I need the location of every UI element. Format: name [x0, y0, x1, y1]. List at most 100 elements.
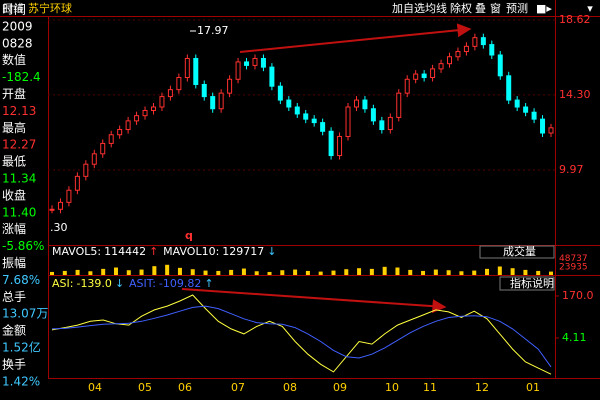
- candle: [277, 85, 283, 101]
- button[interactable]: [499, 276, 555, 291]
- candle: [463, 45, 469, 53]
- info-item: 最低: [2, 155, 26, 169]
- volume-bar: [344, 269, 349, 275]
- volume-bar: [165, 264, 170, 275]
- volume-bar: [190, 269, 195, 275]
- y-tick-label: 14.30: [559, 88, 591, 101]
- candle: [134, 115, 140, 122]
- volume-bar: [331, 270, 336, 275]
- volume-bar: [88, 271, 93, 275]
- candle: [489, 44, 495, 56]
- indicator-arrow: ↓: [267, 245, 276, 258]
- toolbar-button[interactable]: 预测: [506, 2, 528, 15]
- candle: [497, 54, 503, 77]
- indicator-help[interactable]: 指标说明: [510, 276, 554, 290]
- info-item: 最高: [2, 120, 26, 135]
- toolbar-button[interactable]: 除权: [450, 1, 472, 15]
- candle: [370, 108, 376, 122]
- toolbar-button[interactable]: 窗: [490, 1, 501, 15]
- info-item: 13.07万: [2, 307, 48, 321]
- candle: [294, 106, 300, 115]
- candle: [235, 61, 241, 80]
- info-item: 11.40: [2, 205, 36, 219]
- indicator-name: MAVOL10:: [163, 245, 219, 258]
- candle: [514, 99, 520, 108]
- volume-bar: [126, 270, 131, 275]
- indicator-arrow: ↑: [149, 245, 158, 258]
- toolbar-button[interactable]: 加自选: [392, 2, 425, 15]
- candle: [286, 99, 292, 108]
- volume-bar: [523, 269, 528, 275]
- candle: [480, 37, 486, 46]
- volume-bar: [472, 270, 477, 275]
- candle: [413, 73, 419, 80]
- candle: [49, 208, 55, 211]
- volume-bar: [357, 268, 362, 275]
- toolbar-button[interactable]: 叠: [475, 2, 486, 15]
- series-arrow: ↓: [115, 277, 124, 290]
- x-tick-label: 05: [138, 381, 152, 394]
- x-tick-label: 08: [283, 381, 297, 394]
- candle: [540, 118, 546, 134]
- candle: [379, 120, 385, 131]
- info-item: 开盘: [2, 86, 26, 101]
- info-item: 换手: [2, 357, 26, 371]
- volume-bar: [101, 268, 106, 275]
- button[interactable]: [479, 245, 555, 259]
- candle: [328, 130, 334, 157]
- x-tick-label: 04: [88, 381, 102, 394]
- volume-bar: [229, 269, 234, 275]
- candle: [125, 120, 131, 131]
- candle: [244, 61, 250, 66]
- trend-arrow: [181, 288, 447, 314]
- candle: [303, 113, 309, 120]
- indicator-line: [51, 294, 552, 375]
- indicator-line: [51, 305, 552, 368]
- panel-title: 成交量: [503, 244, 536, 258]
- x-tick-label: 10: [385, 381, 399, 394]
- candle: [91, 153, 97, 165]
- x-tick-label: 12: [475, 381, 489, 394]
- volume-bar: [408, 269, 413, 275]
- volume-bar: [510, 268, 515, 275]
- candle: [548, 127, 554, 134]
- candle: [387, 116, 393, 131]
- toolbar-button[interactable]: 均线: [425, 1, 447, 15]
- candle: [404, 78, 410, 94]
- volume-bar: [369, 268, 374, 275]
- volume-bar: [50, 271, 54, 275]
- x-tick-label: 07: [231, 381, 245, 394]
- volume-bar: [216, 270, 221, 275]
- volume-bar: [203, 270, 208, 275]
- candle: [193, 57, 199, 85]
- candle: [108, 134, 114, 144]
- stock-name: 苏宁环球: [28, 1, 72, 15]
- y-tick-label: 170.0: [562, 289, 594, 302]
- candle: [455, 51, 461, 58]
- volume-bar: [536, 270, 541, 275]
- info-item: 涨幅: [2, 221, 26, 236]
- volume-bar: [113, 267, 118, 275]
- info-item: 金额: [2, 323, 26, 338]
- candle: [83, 163, 89, 177]
- candle: [430, 68, 436, 79]
- candle: [142, 109, 148, 117]
- info-item: 总手: [2, 290, 26, 304]
- info-item: 2009: [2, 19, 33, 33]
- volume-bar: [497, 266, 502, 275]
- menu-icon[interactable]: ■▸: [536, 2, 552, 15]
- volume-bar: [446, 270, 451, 275]
- info-item: -182.4: [2, 70, 41, 84]
- info-item: 0828: [2, 36, 33, 50]
- info-item: 振幅: [2, 255, 26, 270]
- candle: [201, 83, 207, 98]
- volume-bar: [318, 271, 323, 275]
- info-item: 7.68%: [2, 273, 40, 287]
- dropdown-icon[interactable]: ▾: [587, 2, 593, 15]
- y-tick-label: 4.11: [562, 331, 587, 344]
- volume-bar: [485, 268, 490, 275]
- y-tick-label: 23935: [559, 262, 588, 272]
